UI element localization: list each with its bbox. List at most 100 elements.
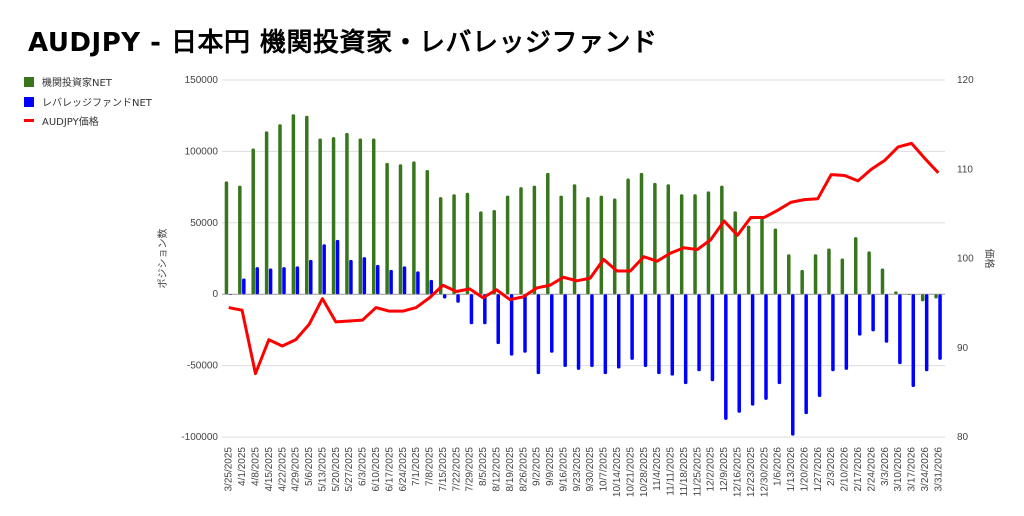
bar-leveraged bbox=[375, 264, 380, 295]
bar-leveraged bbox=[750, 294, 755, 406]
bar-institutional bbox=[787, 254, 791, 295]
x-tick-label: 12/2/2025 bbox=[706, 447, 717, 492]
bar-leveraged bbox=[777, 294, 782, 385]
x-tick-label: 4/22/2025 bbox=[277, 447, 288, 492]
bar-leveraged bbox=[322, 244, 326, 295]
x-tick-label: 9/16/2025 bbox=[558, 447, 569, 492]
bar-leveraged bbox=[871, 294, 875, 332]
bar-leveraged bbox=[469, 294, 474, 325]
x-tick-label: 7/1/2025 bbox=[411, 447, 422, 486]
bar-leveraged bbox=[764, 294, 768, 400]
x-tick-label: 8/5/2025 bbox=[478, 447, 489, 486]
bar-leveraged bbox=[255, 267, 259, 295]
y2-tick-label: 120 bbox=[957, 75, 974, 86]
x-tick-label: 1/6/2026 bbox=[773, 447, 784, 486]
y2-tick-label: 80 bbox=[957, 432, 969, 443]
y-tick-label: 150000 bbox=[185, 75, 219, 86]
bar-institutional bbox=[666, 184, 671, 295]
bar-leveraged bbox=[643, 294, 648, 368]
x-tick-label: 3/3/2026 bbox=[880, 447, 891, 486]
y2-tick-label: 90 bbox=[957, 343, 969, 354]
bar-institutional bbox=[746, 225, 751, 295]
bar-leveraged bbox=[898, 294, 902, 365]
bar-institutional bbox=[800, 269, 804, 295]
bar-leveraged bbox=[724, 294, 728, 420]
chart-title: AUDJPY - 日本円 機関投資家・レバレッジファンド bbox=[28, 28, 658, 58]
bar-institutional bbox=[934, 294, 938, 299]
bar-leveraged bbox=[483, 294, 487, 325]
bar-institutional bbox=[492, 209, 496, 295]
x-tick-label: 12/30/2025 bbox=[759, 447, 770, 497]
x-tick-label: 2/3/2026 bbox=[826, 447, 837, 486]
bar-leveraged bbox=[710, 294, 715, 382]
bar-leveraged bbox=[603, 294, 608, 375]
bar-institutional bbox=[586, 197, 590, 295]
bar-leveraged bbox=[844, 294, 849, 370]
x-tick-label: 10/28/2025 bbox=[639, 447, 650, 497]
bar-leveraged bbox=[590, 294, 594, 368]
x-tick-label: 3/25/2025 bbox=[224, 447, 235, 492]
bar-leveraged bbox=[683, 294, 688, 385]
legend-swatch-blue bbox=[24, 96, 34, 107]
bar-leveraged bbox=[349, 259, 353, 295]
y2-tick-label: 100 bbox=[957, 254, 974, 265]
bar-institutional bbox=[546, 172, 550, 295]
bar-leveraged bbox=[268, 268, 273, 295]
x-tick-label: 11/18/2025 bbox=[679, 447, 690, 497]
bar-institutional bbox=[599, 195, 604, 295]
bar-leveraged bbox=[496, 294, 500, 345]
bar-institutional bbox=[920, 294, 925, 302]
price-line bbox=[228, 141, 940, 376]
bar-leveraged bbox=[523, 294, 527, 353]
y2-axis-label: 価格 bbox=[983, 249, 996, 269]
bar-leveraged bbox=[442, 294, 447, 299]
bar-institutional bbox=[251, 148, 255, 295]
x-tick-label: 6/10/2025 bbox=[371, 447, 382, 492]
x-tick-label: 3/17/2026 bbox=[907, 447, 918, 492]
bar-institutional bbox=[238, 185, 242, 295]
bar-institutional bbox=[505, 195, 510, 295]
y2-tick-label: 110 bbox=[957, 164, 973, 175]
x-tick-label: 4/29/2025 bbox=[291, 447, 302, 492]
bar-leveraged bbox=[630, 294, 634, 360]
bar-institutional bbox=[612, 198, 617, 295]
bar-institutional bbox=[572, 184, 577, 295]
bar-institutional bbox=[559, 195, 563, 295]
x-tick-label: 7/22/2025 bbox=[451, 447, 462, 492]
bar-leveraged bbox=[911, 294, 916, 388]
x-tick-label: 4/1/2025 bbox=[237, 447, 248, 486]
legend-label: レバレッジファンドNET bbox=[42, 98, 152, 109]
bar-institutional bbox=[358, 138, 363, 295]
bar-leveraged bbox=[429, 279, 434, 295]
bar-leveraged bbox=[737, 294, 741, 413]
bar-institutional bbox=[679, 194, 684, 295]
x-tick-label: 2/24/2026 bbox=[866, 447, 877, 492]
legend-label: 機関投資家NET bbox=[42, 78, 112, 89]
x-tick-label: 1/20/2026 bbox=[799, 447, 810, 492]
bar-institutional bbox=[853, 237, 858, 295]
bar-leveraged bbox=[309, 259, 313, 295]
bar-institutional bbox=[639, 172, 644, 295]
x-tick-label: 11/25/2025 bbox=[692, 447, 703, 497]
bar-institutional bbox=[720, 185, 724, 295]
bar-institutional bbox=[425, 169, 430, 295]
bar-leveraged bbox=[456, 294, 460, 303]
bar-leveraged bbox=[242, 278, 246, 295]
bar-institutional bbox=[693, 194, 697, 295]
y-tick-label: -100000 bbox=[181, 432, 218, 443]
x-tick-label: 1/13/2026 bbox=[786, 447, 797, 492]
y-tick-label: 100000 bbox=[185, 146, 219, 157]
x-tick-label: 5/13/2025 bbox=[317, 447, 328, 492]
bar-leveraged bbox=[857, 294, 862, 336]
x-tick-label: 9/9/2025 bbox=[545, 447, 556, 486]
bar-institutional bbox=[773, 228, 778, 295]
x-tick-label: 3/10/2026 bbox=[893, 447, 904, 492]
x-tick-label: 2/17/2026 bbox=[853, 447, 864, 492]
bar-institutional bbox=[291, 114, 296, 295]
x-tick-label: 8/19/2025 bbox=[505, 447, 516, 492]
bar-institutional bbox=[412, 161, 416, 295]
x-tick-label: 9/23/2025 bbox=[572, 447, 583, 492]
bar-institutional bbox=[264, 131, 269, 295]
bar-leveraged bbox=[804, 294, 808, 415]
legend-swatch-green bbox=[24, 76, 34, 87]
